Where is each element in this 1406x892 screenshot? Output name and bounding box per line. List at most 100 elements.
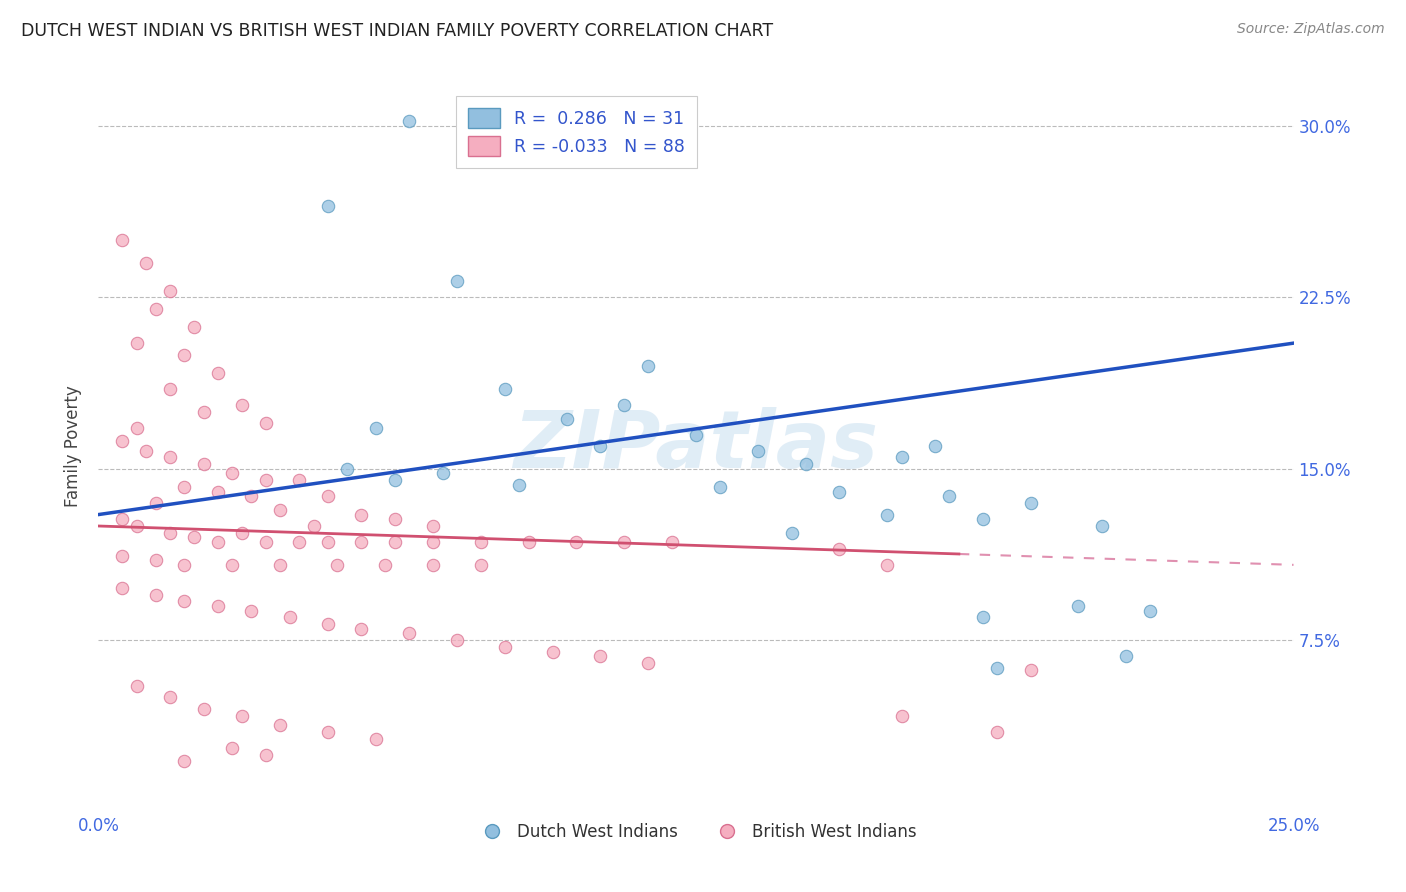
Point — [193, 702, 215, 716]
Point — [145, 496, 167, 510]
Point — [173, 755, 195, 769]
Point — [613, 398, 636, 412]
Point — [364, 731, 387, 746]
Point — [316, 199, 339, 213]
Point — [541, 645, 564, 659]
Point — [1067, 599, 1090, 613]
Point — [470, 535, 492, 549]
Point — [145, 301, 167, 316]
Text: DUTCH WEST INDIAN VS BRITISH WEST INDIAN FAMILY POVERTY CORRELATION CHART: DUTCH WEST INDIAN VS BRITISH WEST INDIAN… — [21, 22, 773, 40]
Point — [924, 439, 946, 453]
Point — [207, 535, 229, 549]
Point — [207, 484, 229, 499]
Point — [221, 467, 243, 481]
Point — [374, 558, 396, 572]
Point — [173, 347, 195, 362]
Point — [125, 519, 148, 533]
Y-axis label: Family Poverty: Family Poverty — [65, 385, 83, 507]
Point — [1139, 604, 1161, 618]
Point — [135, 443, 157, 458]
Text: Source: ZipAtlas.com: Source: ZipAtlas.com — [1237, 22, 1385, 37]
Point — [159, 450, 181, 465]
Point — [145, 553, 167, 567]
Point — [125, 336, 148, 351]
Point — [336, 462, 359, 476]
Point — [794, 458, 817, 472]
Point — [231, 398, 253, 412]
Point — [278, 610, 301, 624]
Point — [494, 640, 516, 655]
Point — [446, 633, 468, 648]
Point — [508, 478, 530, 492]
Point — [254, 473, 277, 487]
Point — [173, 480, 195, 494]
Point — [709, 480, 731, 494]
Point — [269, 718, 291, 732]
Point — [398, 626, 420, 640]
Point — [1019, 663, 1042, 677]
Point — [111, 549, 134, 563]
Point — [350, 535, 373, 549]
Point — [288, 535, 311, 549]
Point — [422, 535, 444, 549]
Point — [316, 535, 339, 549]
Point — [986, 724, 1008, 739]
Point — [565, 535, 588, 549]
Point — [173, 594, 195, 608]
Point — [661, 535, 683, 549]
Point — [159, 525, 181, 540]
Point — [637, 656, 659, 670]
Text: ZIPatlas: ZIPatlas — [513, 407, 879, 485]
Point — [231, 525, 253, 540]
Point — [494, 382, 516, 396]
Point — [432, 467, 454, 481]
Point — [876, 508, 898, 522]
Point — [747, 443, 769, 458]
Point — [470, 558, 492, 572]
Point — [613, 535, 636, 549]
Point — [828, 484, 851, 499]
Point — [221, 740, 243, 755]
Point — [589, 649, 612, 664]
Point — [159, 690, 181, 705]
Point — [326, 558, 349, 572]
Point — [446, 275, 468, 289]
Point — [890, 708, 912, 723]
Point — [269, 503, 291, 517]
Point — [422, 558, 444, 572]
Point — [125, 679, 148, 693]
Point — [828, 541, 851, 556]
Point — [207, 599, 229, 613]
Point — [972, 512, 994, 526]
Point — [384, 512, 406, 526]
Point — [173, 558, 195, 572]
Legend: Dutch West Indians, British West Indians: Dutch West Indians, British West Indians — [468, 816, 924, 847]
Point — [111, 581, 134, 595]
Point — [350, 622, 373, 636]
Point — [240, 604, 263, 618]
Point — [364, 421, 387, 435]
Point — [231, 708, 253, 723]
Point — [221, 558, 243, 572]
Point — [302, 519, 325, 533]
Point — [398, 114, 420, 128]
Point — [780, 525, 803, 540]
Point — [159, 382, 181, 396]
Point — [384, 473, 406, 487]
Point — [111, 512, 134, 526]
Point — [207, 366, 229, 380]
Point — [1091, 519, 1114, 533]
Point — [890, 450, 912, 465]
Point — [269, 558, 291, 572]
Point — [555, 411, 578, 425]
Point — [193, 405, 215, 419]
Point — [316, 617, 339, 632]
Point — [316, 489, 339, 503]
Point — [350, 508, 373, 522]
Point — [986, 661, 1008, 675]
Point — [685, 427, 707, 442]
Point — [145, 588, 167, 602]
Point — [254, 535, 277, 549]
Point — [422, 519, 444, 533]
Point — [517, 535, 540, 549]
